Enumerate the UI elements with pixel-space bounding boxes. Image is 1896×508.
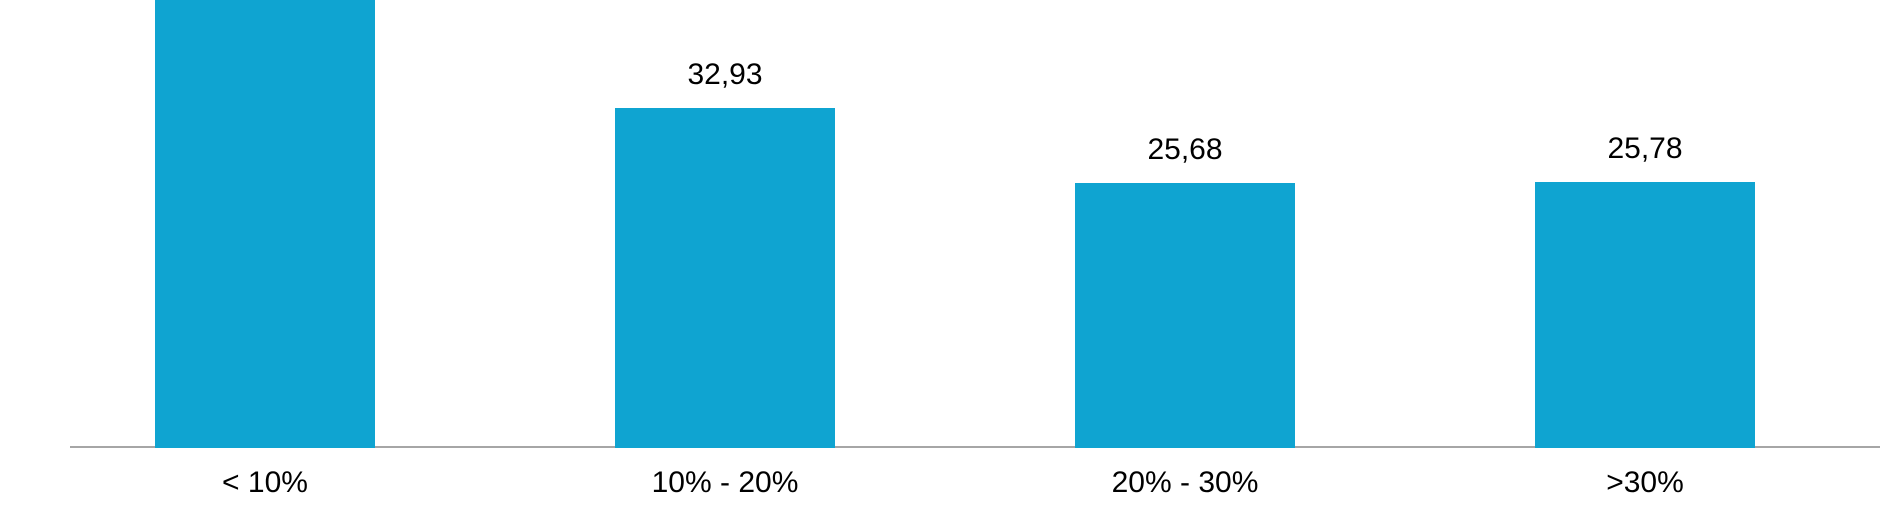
bar-group: 25,78 >30% (1535, 0, 1755, 448)
bar (1535, 182, 1755, 448)
bar-value-label: 25,68 (1147, 133, 1222, 167)
bar (155, 0, 375, 448)
bar-group: 25,68 20% - 30% (1075, 0, 1295, 448)
bar-group: 32,93 10% - 20% (615, 0, 835, 448)
bar (615, 108, 835, 448)
bar-category-label: 10% - 20% (652, 466, 799, 500)
bar-category-label: >30% (1606, 466, 1684, 500)
bar-value-label: 32,93 (687, 58, 762, 92)
plot-area: < 10% 32,93 10% - 20% 25,68 20% - 30% 25… (70, 0, 1880, 448)
bar-value-label: 25,78 (1607, 132, 1682, 166)
bar-group: < 10% (155, 0, 375, 448)
bar-chart: < 10% 32,93 10% - 20% 25,68 20% - 30% 25… (0, 0, 1896, 508)
bar (1075, 183, 1295, 448)
bar-category-label: 20% - 30% (1112, 466, 1259, 500)
bar-category-label: < 10% (222, 466, 308, 500)
